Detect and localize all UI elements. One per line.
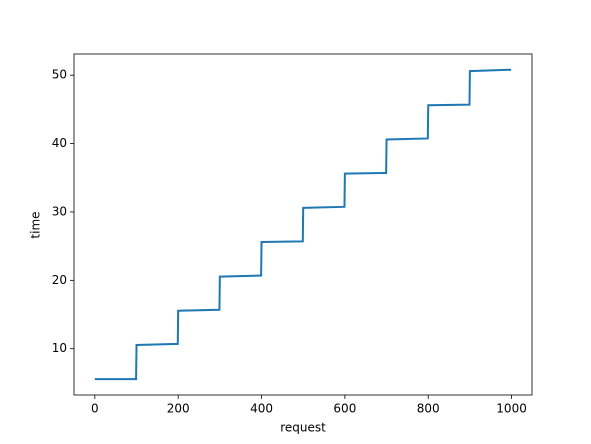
plot-frame — [73, 53, 533, 396]
x-tick-label: 600 — [333, 402, 356, 416]
y-tick-label: 10 — [52, 341, 67, 355]
x-tick-label: 200 — [167, 402, 190, 416]
x-tick-label: 400 — [250, 402, 273, 416]
y-axis-label: time — [29, 211, 43, 238]
y-tick-label: 50 — [52, 68, 67, 82]
y-tick-label: 40 — [52, 136, 67, 150]
y-tick-label: 30 — [52, 204, 67, 218]
x-tick-label: 0 — [91, 402, 99, 416]
x-tick-label: 800 — [417, 402, 440, 416]
x-axis-label: request — [280, 421, 326, 435]
y-tick-label: 20 — [52, 273, 67, 287]
line-series — [94, 68, 512, 381]
x-tick-label: 1000 — [496, 402, 527, 416]
